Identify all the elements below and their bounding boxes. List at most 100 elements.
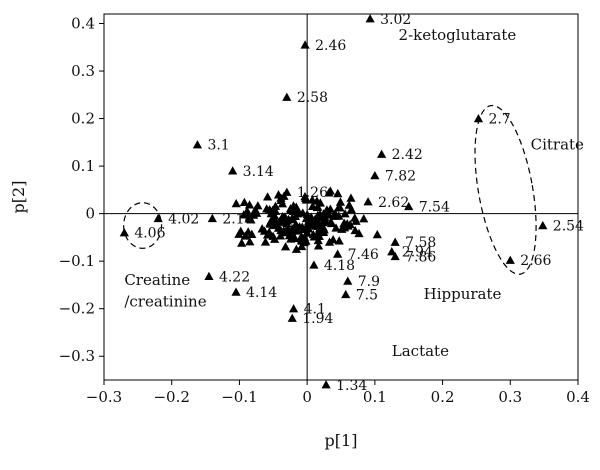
data-point xyxy=(387,247,397,256)
data-point xyxy=(333,249,343,258)
point-label: 3.1 xyxy=(207,138,229,154)
y-tick-label: 0.2 xyxy=(71,110,95,128)
data-point xyxy=(341,289,351,299)
cluster-point xyxy=(333,188,343,198)
point-label: 2.7 xyxy=(488,112,510,128)
plot-area: 3.022.462.583.13.142.427.821.262.62 7.542… xyxy=(103,12,584,394)
cluster-point xyxy=(244,214,254,223)
data-point xyxy=(300,40,310,49)
cluster-point xyxy=(313,241,324,250)
data-point xyxy=(321,380,331,389)
cluster-point xyxy=(283,227,293,236)
cluster-point xyxy=(334,236,344,245)
x-tick-label: 0.4 xyxy=(566,388,590,406)
cluster-ellipse xyxy=(474,104,537,275)
cluster-point xyxy=(300,191,310,201)
central-cluster xyxy=(231,186,382,253)
cluster-point xyxy=(280,242,291,251)
point-label: 3.14 xyxy=(243,164,274,180)
point-label: 2.94 xyxy=(402,245,433,261)
cluster-point xyxy=(236,226,246,235)
cluster-point xyxy=(239,197,249,206)
cluster-point xyxy=(320,215,330,225)
point-labels: 3.02 2.46 2.58 3.1 3.14 2.42 7.82 1.26 2.62 7.54 2… xyxy=(134,12,584,394)
data-point xyxy=(207,213,217,223)
point-label: 4.14 xyxy=(246,285,277,301)
data-point xyxy=(505,255,515,264)
y-tick-label: −0.2 xyxy=(59,300,95,318)
data-point xyxy=(204,271,214,281)
annotation-label: Creatine xyxy=(124,271,190,289)
point-label: 7.82 xyxy=(385,169,416,185)
cluster-point xyxy=(291,244,301,253)
cluster-point xyxy=(298,208,308,217)
point-label: 7.86 xyxy=(405,249,436,265)
data-point xyxy=(363,197,373,206)
cluster-point xyxy=(276,195,286,204)
x-axis-title: p[1] xyxy=(325,431,358,450)
point-label: 2.62 xyxy=(378,195,409,211)
cluster-point xyxy=(269,220,279,230)
y-axis-ticks: 0.4 0.3 0.2 0.1 0 −0.1 −0.2 −0.3 xyxy=(59,15,104,365)
x-tick-label: −0.3 xyxy=(86,388,122,406)
cluster-point xyxy=(242,206,252,215)
point-label: 4.18 xyxy=(324,258,355,274)
cluster-point xyxy=(324,237,335,246)
cluster-point xyxy=(310,215,320,224)
y-tick-label: 0 xyxy=(85,205,95,223)
cluster-point xyxy=(346,193,356,202)
data-point xyxy=(228,166,238,175)
point-label: 4.06 xyxy=(134,226,165,242)
point-label: 2.54 xyxy=(553,219,584,235)
cluster-point xyxy=(299,237,309,247)
cluster-point xyxy=(335,203,345,212)
annotation-label: 2-ketoglutarate xyxy=(399,26,517,44)
cluster-point xyxy=(253,201,263,210)
point-label: 7.58 xyxy=(405,235,436,251)
cluster-point xyxy=(329,210,339,219)
data-point xyxy=(365,14,375,23)
cluster-point xyxy=(288,206,298,215)
x-tick-label: −0.1 xyxy=(221,388,257,406)
cluster-point xyxy=(324,188,334,197)
cluster-point xyxy=(351,216,361,225)
data-point xyxy=(231,287,241,296)
cluster-point xyxy=(276,225,286,235)
cluster-point xyxy=(372,230,382,239)
point-label: 2.66 xyxy=(520,253,551,269)
data-points xyxy=(119,14,548,389)
point-label: 1.26 xyxy=(297,185,328,201)
cluster-point xyxy=(282,218,292,228)
point-label: 4.1 xyxy=(304,302,326,318)
cluster-point xyxy=(318,209,329,218)
point-label: 2.46 xyxy=(315,38,346,54)
data-point xyxy=(192,140,203,149)
y-tick-label: 0.1 xyxy=(71,157,95,175)
cluster-point xyxy=(262,192,273,201)
point-label: 7.5 xyxy=(356,287,378,303)
annotation-label: /creatinine xyxy=(124,292,206,310)
point-label: 1.34 xyxy=(336,378,367,394)
point-label: 4.02 xyxy=(168,211,199,227)
x-tick-label: −0.2 xyxy=(153,388,189,406)
cluster-point xyxy=(244,200,255,209)
data-point xyxy=(343,276,353,285)
data-point xyxy=(153,213,163,223)
cluster-ellipse xyxy=(123,202,163,249)
cluster-point xyxy=(340,209,350,218)
plot-frame xyxy=(103,13,579,381)
data-point xyxy=(289,304,299,313)
point-label: 4.22 xyxy=(219,269,250,285)
y-tick-label: 0.3 xyxy=(71,62,95,80)
cluster-point xyxy=(345,219,355,229)
annotation-label: Citrate xyxy=(531,135,584,153)
y-tick-label: −0.1 xyxy=(59,252,95,270)
data-point xyxy=(390,237,400,246)
cluster-point xyxy=(260,237,271,246)
cluster-point xyxy=(231,199,241,208)
annotations: 2-ketoglutarate Citrate Creatine/creatinin… xyxy=(124,26,584,360)
cluster-point xyxy=(308,201,318,211)
cluster-point xyxy=(247,229,257,238)
cluster-point xyxy=(240,231,250,240)
data-point xyxy=(287,313,297,322)
